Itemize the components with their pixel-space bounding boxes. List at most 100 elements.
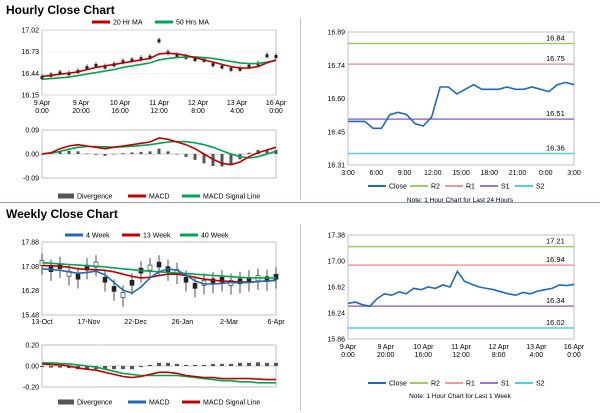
weekly-1w-xtick: 9 Apr	[377, 344, 394, 351]
weekly-1w-xtick: 11 Apr	[451, 344, 471, 351]
weekly-price-xtick: 22-Dec	[124, 319, 147, 326]
divergence-bar	[121, 366, 125, 370]
divergence-bar	[211, 363, 215, 366]
weekly-1w-xtick: 9 Apr	[340, 344, 357, 351]
legend-r2-label: R2	[431, 184, 440, 191]
divergence-bar	[175, 363, 179, 366]
legend-divergence-label: Divergence	[77, 400, 113, 407]
candle-body	[219, 276, 225, 283]
legend-13-week-label: 13 Week	[143, 233, 171, 240]
divergence-bar	[76, 151, 80, 154]
legend-divergence-swatch	[58, 399, 74, 405]
weekly-section-title: Weekly Close Chart	[6, 207, 118, 221]
hourly-24h-xtick: 3:00	[341, 170, 355, 177]
candle-body	[103, 65, 107, 69]
candle-body	[175, 54, 179, 58]
level-s2-label: 16.36	[546, 144, 565, 153]
hourly-price-xtick: 9 Apr	[34, 100, 51, 107]
weekly-price-chart: 4 Week 13 Week 40 Week 17.88 17.08 16.28 15.48…	[21, 233, 285, 327]
hourly-price-xtick: 12:00	[150, 108, 168, 115]
divergence-bar	[58, 366, 62, 368]
hourly-24h-xtick: 0:00	[539, 170, 553, 177]
weekly-price-xtick: 2-Mar	[220, 319, 239, 326]
candle-body	[192, 283, 198, 289]
legend-macd-signal-label: MACD Signal Line	[203, 194, 260, 201]
legend-s1-label: S1	[501, 184, 510, 191]
weekly-1w-xtick: 20:00	[377, 352, 395, 359]
series-13-week	[42, 264, 277, 284]
weekly-1w-xtick: 4:00	[530, 352, 544, 359]
hourly-24h-xtick: 3:00	[567, 170, 581, 177]
hourly-price-xtick: 20:00	[72, 108, 90, 115]
divergence-bar	[103, 154, 107, 156]
legend-s2-label: S2	[536, 381, 545, 388]
weekly-price-ytick: 15.48	[21, 313, 39, 320]
candle-body	[120, 292, 126, 298]
hourly-24h-frame	[347, 31, 575, 166]
weekly-1w-xtick: 12:00	[452, 352, 470, 359]
hourly-price-xtick: 4:00	[230, 108, 244, 115]
weekly-1w-ytick: 16.24	[327, 311, 345, 318]
hourly-price-xtick: 16:00	[111, 108, 129, 115]
hourly-price-xtick: 16 Apr	[266, 100, 287, 107]
hourly-price-ytick: 17.02	[21, 28, 39, 35]
level-r2-label: 16.84	[546, 33, 565, 42]
candle-body	[157, 39, 161, 43]
divergence-bar	[40, 154, 44, 155]
hourly-24h-xtick: 6:00	[369, 170, 383, 177]
candle-body	[129, 280, 135, 286]
weekly-1w-ytick: 15.86	[327, 337, 345, 344]
candle-body	[238, 67, 242, 71]
divergence-bar	[166, 362, 170, 366]
weekly-panel-divider	[300, 224, 301, 411]
divergence-bar	[184, 154, 188, 157]
candle-body	[121, 60, 125, 64]
level-s1-label: 16.34	[546, 296, 565, 305]
divergence-bar	[247, 362, 251, 366]
hourly-24h-xtick: 9:00	[398, 170, 412, 177]
candle-body	[111, 286, 117, 292]
legend-close-label: Close	[389, 381, 407, 388]
legend-20hr-ma-label: 20 Hr MA	[113, 20, 143, 27]
candle-body	[183, 276, 189, 283]
divergence-bar	[67, 366, 71, 369]
divergence-bar	[103, 366, 107, 370]
weekly-1w-xtick: 16:00	[415, 352, 433, 359]
weekly-1w-ytick: 17.38	[327, 233, 345, 240]
candle-body	[273, 273, 279, 280]
hourly-price-xtick: 9 Apr	[73, 100, 90, 107]
candle-body	[220, 65, 224, 69]
hourly-price-xtick: 0:00	[269, 108, 283, 115]
hourly-price-xtick: 13 Apr	[227, 100, 248, 107]
candle-body	[75, 273, 81, 280]
candle-body	[147, 264, 153, 271]
candle-body	[94, 63, 98, 67]
series-20hr-ma	[41, 52, 277, 78]
divergence-bar	[175, 154, 179, 155]
divergence-bar	[220, 363, 224, 366]
weekly-price-xtick: 17-Nov	[78, 319, 101, 326]
hourly-price-ytick: 16.73	[21, 49, 39, 56]
divergence-bar	[184, 364, 188, 366]
divergence-bar	[94, 154, 98, 155]
legend-4-week-label: 4 Week	[86, 233, 110, 240]
divergence-bar	[148, 364, 152, 366]
legend-close-label: Close	[389, 184, 407, 191]
divergence-bar	[220, 154, 224, 167]
weekly-1w-xtick: 0:00	[567, 352, 581, 359]
divergence-bar	[49, 366, 53, 368]
legend-r1-label: R1	[466, 184, 475, 191]
series-macd-signal	[42, 362, 276, 384]
candle-body	[139, 57, 143, 61]
level-s2-label: 16.02	[546, 318, 565, 327]
level-r1-label: 16.75	[546, 54, 565, 63]
hourly-24h-ytick: 16.74	[327, 63, 345, 70]
legend-divergence-swatch	[58, 193, 74, 199]
divergence-bar	[85, 153, 89, 154]
candle-body	[229, 67, 233, 71]
legend-macd-label: MACD	[149, 400, 170, 407]
divergence-bar	[139, 366, 143, 368]
weekly-macd-ytick: 0.20	[25, 343, 39, 350]
divergence-bar	[112, 366, 116, 370]
